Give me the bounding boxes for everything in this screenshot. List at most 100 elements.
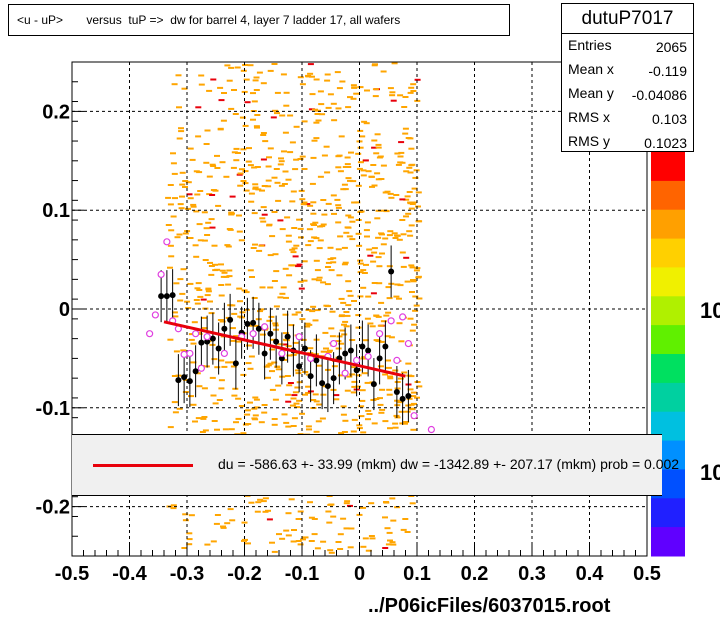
hist-cell [179,183,186,186]
profile-point [204,338,211,345]
y-tick-label: -0.2 [36,497,70,519]
hist-cell [293,125,300,128]
hist-cell [289,248,296,251]
hist-cell [259,286,266,289]
hist-cell [390,99,397,102]
hist-cell [171,172,178,175]
profile-point [163,293,170,300]
profile-point-open [330,339,338,348]
hist-cell [412,295,419,298]
hist-cell [253,76,260,79]
hist-cell [201,211,208,214]
hist-cell [370,292,377,295]
file-label: ../P06icFiles/6037015.root [368,595,611,617]
hist-cell [316,364,322,367]
hist-cell [377,403,384,406]
hist-cell [203,161,210,164]
hist-cell [344,389,351,392]
hist-cell [398,340,405,343]
hist-cell [317,175,324,178]
hist-cell [168,229,175,232]
hist-cell [380,243,387,246]
hist-cell [347,504,353,507]
hist-cell [211,420,218,422]
hist-cell [271,211,278,213]
hist-cell [403,198,410,201]
hist-cell [390,519,397,522]
hist-cell [200,417,207,420]
hist-cell [177,278,184,281]
hist-cell [193,255,200,258]
hist-cell [384,335,391,338]
hist-cell [185,181,192,184]
hist-cell [382,516,388,519]
hist-cell [330,515,337,518]
hist-cell [240,432,247,435]
hist-cell [320,199,327,201]
hist-cell [344,314,351,317]
hist-cell [399,219,406,221]
hist-cell [293,244,300,247]
hist-cell [201,327,208,330]
hist-cell [243,189,250,192]
hist-cell [221,271,228,274]
hist-cell [274,181,281,184]
profile-point-open [163,238,171,246]
profile-point-open [410,412,418,420]
hist-cell [360,169,367,172]
hist-cell [306,428,312,431]
hist-cell [242,170,249,173]
profile-point [284,333,291,340]
hist-cell [339,329,346,332]
hist-cell [387,539,393,542]
hist-cell [210,78,217,81]
hist-cell [285,345,292,348]
hist-cell [168,255,175,258]
stats-label: Mean x [568,61,614,77]
profile-point [393,388,400,395]
hist-cell [307,204,314,207]
hist-cell [226,269,233,272]
axes: -0.5 -0.4 -0.3 -0.2 -0.1 0 0.1 0.2 0.3 0.4 0.5 0.2 0… [36,61,661,585]
hist-cell [307,240,314,243]
hist-cell [287,114,294,117]
hist-cell [394,506,401,509]
hist-cell [295,265,302,268]
hist-cell [319,225,326,228]
hist-cell [305,392,312,394]
hist-cell [370,164,377,166]
hist-cell [233,421,239,424]
hist-cell [177,299,184,302]
hist-cell [387,377,394,380]
hist-cell [190,342,197,345]
hist-cell [197,295,204,298]
hist-cell [312,393,319,396]
hist-cell [379,388,386,391]
hist-cell [365,409,372,412]
hist-cell [408,407,415,410]
hist-cell [316,403,323,406]
hist-cell [297,227,304,230]
hist-cell [371,422,378,425]
hist-cell [327,246,334,249]
hist-cell [196,171,203,174]
hist-cell [214,428,220,431]
hist-cell [289,141,296,144]
hist-cell [340,301,347,304]
hist-cell [339,80,346,83]
hist-cell [214,154,220,157]
hist-cell [364,317,371,320]
hist-cell [376,265,383,268]
hist-cell [271,63,278,65]
hist-cell [262,140,269,143]
profile-point-open [295,333,303,341]
profile-point [255,325,262,332]
hist-cell [341,431,348,433]
hist-cell [227,228,234,231]
hist-cell [325,202,332,205]
hist-cell [268,315,275,318]
hist-cell [236,173,243,176]
hist-cell [172,315,179,318]
profile-point-open [146,330,154,338]
hist-cell [285,240,292,243]
